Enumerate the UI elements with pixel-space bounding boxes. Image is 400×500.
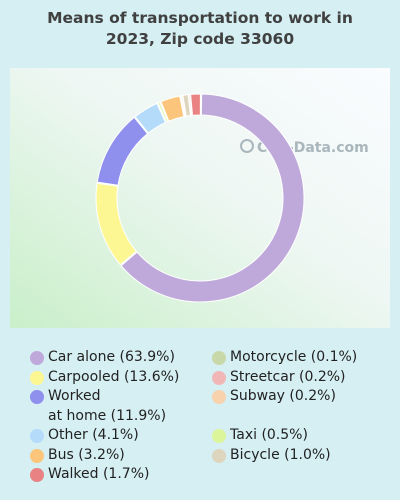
legend: Car alone (63.9%) Carpooled (13.6%) Work… bbox=[0, 340, 400, 500]
legend-item-streetcar: Streetcar (0.2%) bbox=[212, 368, 357, 388]
legend-label-car-alone: Car alone (63.9%) bbox=[48, 349, 175, 365]
legend-item-taxi: Taxi (0.5%) bbox=[212, 426, 357, 446]
chart-title-line-1: Means of transportation to work in bbox=[47, 9, 353, 27]
legend-swatch-streetcar bbox=[212, 370, 226, 385]
legend-swatch-other bbox=[30, 429, 44, 443]
donut-slice-walked bbox=[190, 93, 201, 116]
legend-item-carpooled: Carpooled (13.6%) bbox=[30, 368, 188, 388]
donut-slice-worked-at-home bbox=[96, 116, 149, 186]
legend-swatch-car-alone bbox=[30, 351, 44, 365]
legend-column-right: Motorcycle (0.1%) Streetcar (0.2%) Subwa… bbox=[212, 348, 357, 465]
chart-title-line-2: 2023, Zip code 33060 bbox=[105, 30, 295, 48]
legend-item-other: Other (4.1%) bbox=[30, 426, 188, 446]
legend-label-walked: Walked (1.7%) bbox=[48, 466, 150, 482]
legend-label-worked-at-home-line-2: at home (11.9%) bbox=[48, 407, 167, 424]
donut-slice-taxi bbox=[157, 101, 169, 123]
legend-item-bicycle: Bicycle (1.0%) bbox=[212, 446, 357, 466]
legend-swatch-subway bbox=[212, 390, 226, 404]
donut-chart bbox=[95, 93, 305, 303]
legend-swatch-worked-at-home bbox=[30, 390, 44, 404]
legend-label-worked-at-home-line-1: Worked bbox=[48, 388, 101, 404]
legend-swatch-motorcycle bbox=[212, 351, 226, 365]
legend-label-subway: Subway (0.2%) bbox=[230, 388, 336, 404]
legend-label-taxi: Taxi (0.5%) bbox=[230, 427, 308, 443]
donut-slice-car-alone bbox=[120, 93, 305, 303]
plot-area: City-Data.com bbox=[10, 68, 390, 328]
legend-item-worked-at-home: Worked at home (11.9%) bbox=[30, 387, 188, 426]
legend-item-bus: Bus (3.2%) bbox=[30, 446, 188, 466]
legend-item-motorcycle: Motorcycle (0.1%) bbox=[212, 348, 357, 368]
legend-swatch-carpooled bbox=[30, 370, 44, 385]
legend-label-streetcar: Streetcar (0.2%) bbox=[230, 368, 346, 385]
legend-swatch-taxi bbox=[212, 429, 226, 443]
legend-label-carpooled: Carpooled (13.6%) bbox=[48, 368, 180, 385]
legend-item-walked: Walked (1.7%) bbox=[30, 465, 188, 485]
legend-label-bus: Bus (3.2%) bbox=[48, 446, 125, 463]
magnifier-icon bbox=[240, 139, 254, 153]
donut-slice-other bbox=[134, 102, 167, 134]
legend-swatch-walked bbox=[30, 468, 44, 482]
legend-item-subway: Subway (0.2%) bbox=[212, 387, 357, 407]
chart-title: Means of transportation to work in 2023,… bbox=[0, 8, 400, 50]
donut-slice-carpooled bbox=[95, 182, 138, 266]
legend-label-bicycle: Bicycle (1.0%) bbox=[230, 446, 331, 463]
legend-label-other: Other (4.1%) bbox=[48, 427, 139, 443]
legend-item-car-alone: Car alone (63.9%) bbox=[30, 348, 188, 368]
legend-label-motorcycle: Motorcycle (0.1%) bbox=[230, 349, 358, 365]
legend-column-left: Car alone (63.9%) Carpooled (13.6%) Work… bbox=[30, 348, 188, 485]
legend-swatch-bicycle bbox=[212, 448, 226, 463]
legend-swatch-bus bbox=[30, 448, 44, 463]
